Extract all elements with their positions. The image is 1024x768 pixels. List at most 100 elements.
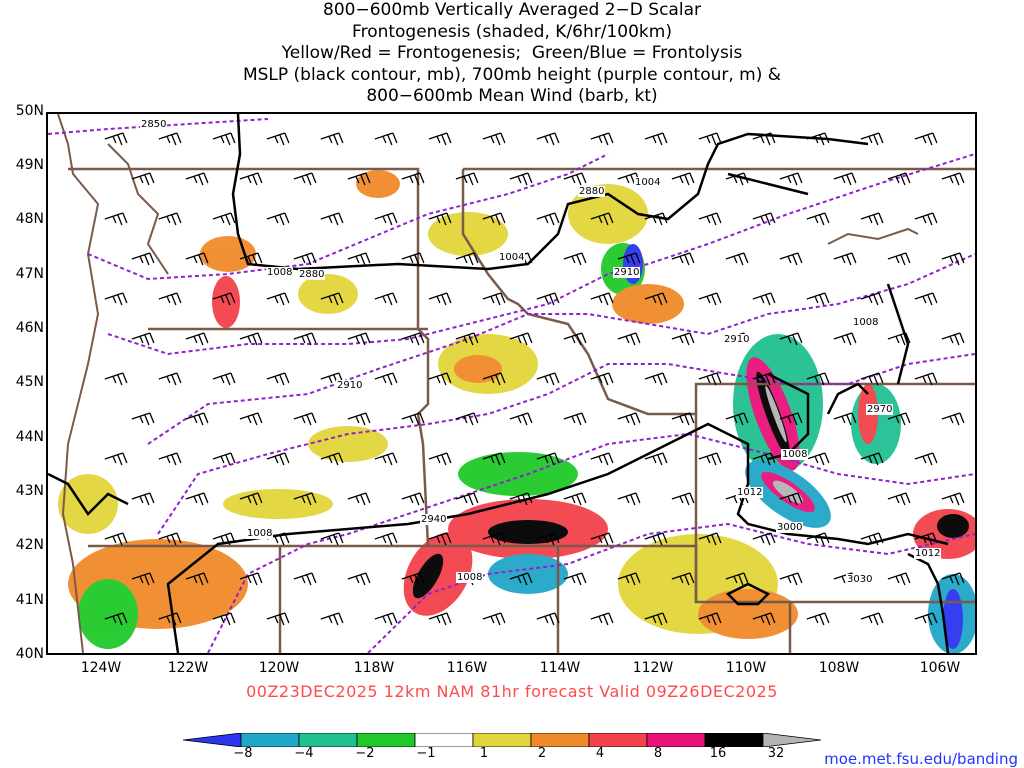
wind-barb: [374, 292, 398, 306]
wind-barbs: [104, 132, 965, 626]
wind-barb: [779, 412, 803, 426]
wind-barb: [644, 532, 668, 546]
wind-barb: [320, 212, 344, 226]
wind-barb: [914, 532, 938, 546]
wind-barb: [266, 532, 290, 546]
wind-barb: [536, 132, 560, 146]
wind-barb: [428, 532, 452, 546]
wind-barb: [644, 292, 668, 306]
colorbar-tick: 8: [653, 746, 663, 761]
map-panel[interactable]: 1004 1004 1008 1008 1008 1008 1008 1012 …: [46, 112, 977, 655]
wind-barb: [914, 292, 938, 306]
wind-barb: [563, 572, 587, 586]
wind-barb: [590, 132, 614, 146]
wind-barb: [833, 252, 857, 266]
wind-barb: [887, 252, 911, 266]
wind-barb: [590, 452, 614, 466]
colorbar-cell: [704, 733, 764, 747]
colorbar-cell: [356, 733, 416, 747]
lat-label-43n: 43N: [15, 483, 44, 499]
wind-barb: [644, 612, 668, 626]
wind-barb: [563, 252, 587, 266]
wind-barb: [131, 492, 155, 506]
wind-barb: [941, 252, 965, 266]
credit-link[interactable]: moe.met.fsu.edu/banding: [824, 750, 1018, 768]
wind-barb: [509, 492, 533, 506]
wind-barb: [698, 292, 722, 306]
wind-barb: [860, 132, 884, 146]
height-label: 2940: [420, 514, 448, 525]
wind-barb: [941, 172, 965, 186]
wind-barb: [239, 412, 263, 426]
state-borders: [68, 167, 975, 653]
wind-barb: [509, 332, 533, 346]
colorbar: [183, 733, 822, 747]
wind-barb: [320, 452, 344, 466]
height-label: 3030: [846, 574, 874, 585]
wind-barb: [563, 412, 587, 426]
lon-label-116w: 116W: [446, 660, 488, 676]
coastline: [57, 114, 919, 653]
wind-barb: [104, 612, 128, 626]
wind-barb: [698, 132, 722, 146]
wind-barb: [644, 372, 668, 386]
colorbar-tick: −4: [294, 746, 314, 761]
colorbar-cell: [762, 733, 822, 747]
wind-barb: [266, 612, 290, 626]
wind-barb: [428, 372, 452, 386]
wind-barb: [293, 332, 317, 346]
wind-barb: [779, 492, 803, 506]
wind-barb: [293, 252, 317, 266]
wind-barb: [455, 492, 479, 506]
colorbar-cell: [183, 733, 242, 747]
wind-barb: [590, 612, 614, 626]
height-label: 2850: [140, 119, 168, 130]
wind-barb: [401, 252, 425, 266]
wind-barb: [212, 132, 236, 146]
wind-barb: [374, 372, 398, 386]
wind-barb: [347, 252, 371, 266]
wind-barb: [239, 492, 263, 506]
wind-barb: [887, 492, 911, 506]
wind-barb: [212, 532, 236, 546]
mslp-label: 1004: [498, 252, 526, 263]
wind-barb: [725, 492, 749, 506]
wind-barb: [293, 412, 317, 426]
wind-barb: [131, 332, 155, 346]
lon-label-118w: 118W: [353, 660, 395, 676]
mslp-label: 1008: [781, 449, 809, 460]
mslp-label: 1008: [246, 528, 274, 539]
wind-barb: [428, 212, 452, 226]
wind-barb: [860, 612, 884, 626]
wind-barb: [185, 572, 209, 586]
wind-barb: [158, 372, 182, 386]
wind-barb: [563, 492, 587, 506]
height-label: 2970: [866, 404, 894, 415]
lat-label-47n: 47N: [15, 266, 44, 282]
wind-barb: [428, 292, 452, 306]
wind-barb: [509, 572, 533, 586]
lon-label-110w: 110W: [725, 660, 767, 676]
wind-barb: [131, 172, 155, 186]
height-label: 2880: [298, 269, 326, 280]
wind-barb: [806, 372, 830, 386]
wind-barb: [104, 452, 128, 466]
wind-barb: [833, 412, 857, 426]
wind-barb: [347, 332, 371, 346]
wind-barb: [860, 452, 884, 466]
wind-barb: [428, 452, 452, 466]
colorbar-cell: [298, 733, 358, 747]
mslp-label: 1012: [736, 487, 764, 498]
wind-barb: [131, 412, 155, 426]
wind-barb: [644, 212, 668, 226]
wind-barb: [698, 612, 722, 626]
wind-barb: [617, 572, 641, 586]
wind-barb: [374, 612, 398, 626]
wind-barb: [833, 492, 857, 506]
wind-barb: [914, 372, 938, 386]
wind-barb: [806, 132, 830, 146]
wind-barb: [104, 132, 128, 146]
mslp-label: 1008: [456, 572, 484, 583]
wind-barb: [185, 412, 209, 426]
wind-barb: [671, 412, 695, 426]
